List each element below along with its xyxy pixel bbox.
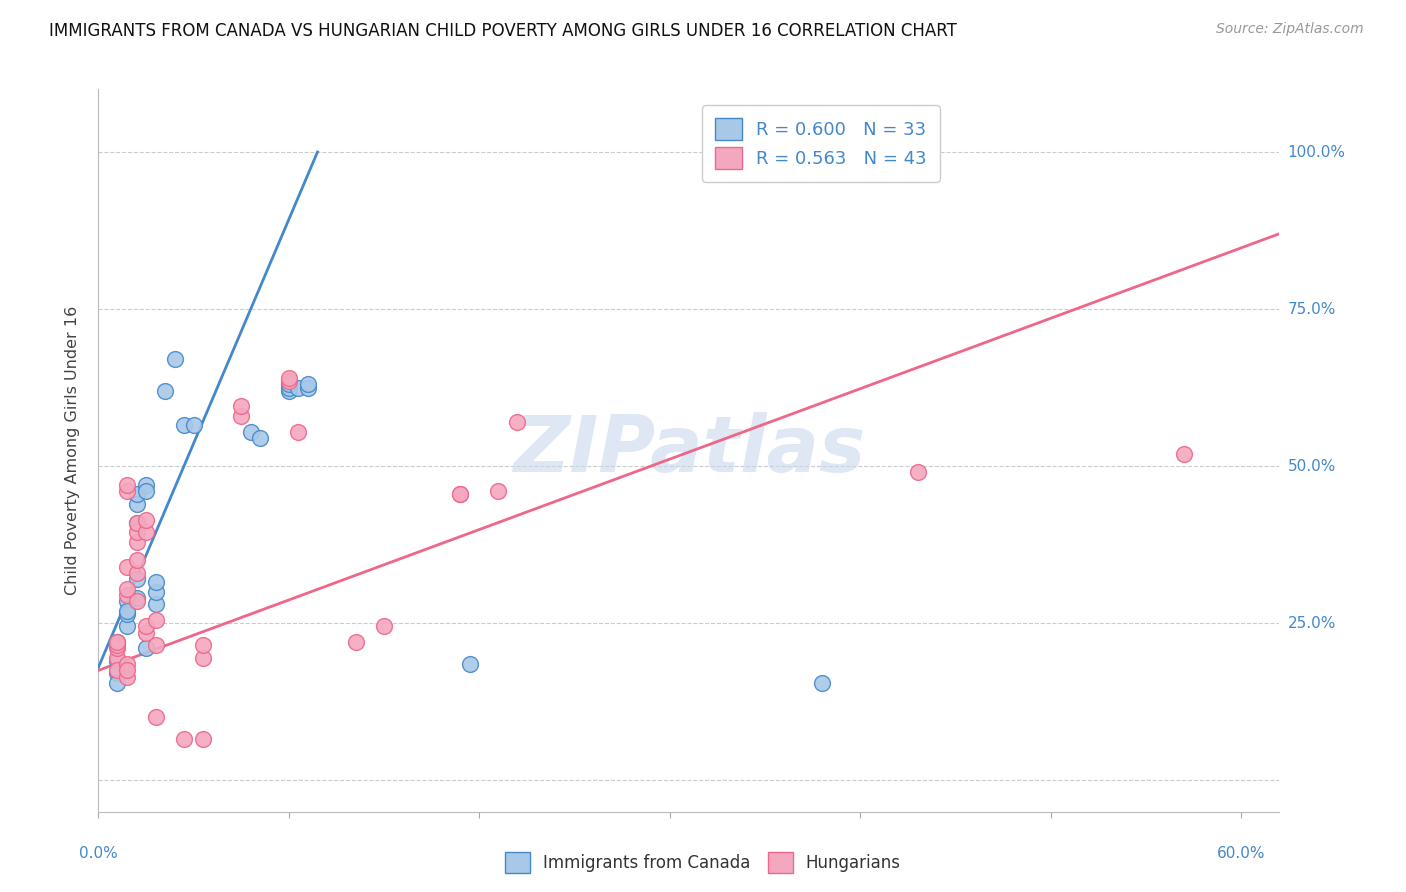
Point bbox=[153, 384, 176, 398]
Point bbox=[449, 487, 471, 501]
Point bbox=[115, 619, 138, 633]
Point bbox=[125, 516, 148, 530]
Legend: Immigrants from Canada, Hungarians: Immigrants from Canada, Hungarians bbox=[499, 846, 907, 880]
Text: Source: ZipAtlas.com: Source: ZipAtlas.com bbox=[1216, 22, 1364, 37]
Point bbox=[297, 377, 319, 392]
Point bbox=[135, 484, 157, 499]
Point bbox=[193, 650, 215, 665]
Point bbox=[183, 418, 205, 433]
Text: 75.0%: 75.0% bbox=[1288, 301, 1336, 317]
Point bbox=[115, 657, 138, 671]
Point bbox=[135, 641, 157, 656]
Point bbox=[287, 425, 309, 439]
Point bbox=[135, 619, 157, 633]
Point bbox=[107, 650, 129, 665]
Point bbox=[107, 654, 129, 668]
Point bbox=[107, 676, 129, 690]
Point bbox=[115, 664, 138, 678]
Point bbox=[231, 409, 253, 423]
Point bbox=[193, 638, 215, 652]
Point bbox=[115, 607, 138, 621]
Point bbox=[1173, 447, 1195, 461]
Point bbox=[277, 384, 299, 398]
Point bbox=[145, 710, 167, 724]
Point bbox=[107, 664, 129, 678]
Point bbox=[239, 425, 262, 439]
Text: 0.0%: 0.0% bbox=[79, 847, 118, 862]
Point bbox=[107, 635, 129, 649]
Point bbox=[287, 381, 309, 395]
Point bbox=[125, 497, 148, 511]
Point bbox=[458, 657, 481, 671]
Text: 100.0%: 100.0% bbox=[1288, 145, 1346, 160]
Point bbox=[277, 377, 299, 392]
Point bbox=[811, 676, 834, 690]
Point bbox=[145, 584, 167, 599]
Point bbox=[506, 415, 529, 429]
Point bbox=[145, 575, 167, 590]
Point bbox=[107, 666, 129, 681]
Point bbox=[277, 381, 299, 395]
Point bbox=[373, 619, 395, 633]
Point bbox=[125, 566, 148, 580]
Point bbox=[135, 625, 157, 640]
Point bbox=[249, 431, 271, 445]
Text: 60.0%: 60.0% bbox=[1218, 847, 1265, 862]
Point bbox=[145, 613, 167, 627]
Point bbox=[145, 638, 167, 652]
Point bbox=[193, 732, 215, 747]
Point bbox=[115, 559, 138, 574]
Point bbox=[125, 591, 148, 606]
Point bbox=[125, 516, 148, 530]
Point bbox=[107, 638, 129, 652]
Point bbox=[449, 487, 471, 501]
Point bbox=[488, 484, 510, 499]
Point bbox=[107, 635, 129, 649]
Y-axis label: Child Poverty Among Girls Under 16: Child Poverty Among Girls Under 16 bbox=[65, 306, 80, 595]
Point bbox=[907, 466, 929, 480]
Point bbox=[163, 352, 186, 367]
Point bbox=[115, 604, 138, 618]
Point bbox=[277, 371, 299, 385]
Point bbox=[145, 598, 167, 612]
Point bbox=[277, 375, 299, 389]
Point bbox=[115, 478, 138, 492]
Text: ZIPatlas: ZIPatlas bbox=[513, 412, 865, 489]
Point bbox=[231, 400, 253, 414]
Point bbox=[135, 512, 157, 526]
Point bbox=[135, 478, 157, 492]
Point bbox=[125, 525, 148, 540]
Point bbox=[135, 525, 157, 540]
Point bbox=[115, 582, 138, 596]
Text: 25.0%: 25.0% bbox=[1288, 615, 1336, 631]
Point bbox=[115, 670, 138, 684]
Point bbox=[125, 534, 148, 549]
Point bbox=[115, 594, 138, 608]
Point bbox=[173, 418, 195, 433]
Point bbox=[173, 732, 195, 747]
Text: 50.0%: 50.0% bbox=[1288, 458, 1336, 474]
Point bbox=[125, 553, 148, 567]
Point bbox=[115, 484, 138, 499]
Legend: R = 0.600   N = 33, R = 0.563   N = 43: R = 0.600 N = 33, R = 0.563 N = 43 bbox=[703, 105, 939, 182]
Point bbox=[125, 487, 148, 501]
Point bbox=[344, 635, 367, 649]
Point bbox=[107, 641, 129, 656]
Point bbox=[125, 572, 148, 586]
Point bbox=[297, 381, 319, 395]
Point bbox=[115, 588, 138, 602]
Point bbox=[125, 594, 148, 608]
Text: IMMIGRANTS FROM CANADA VS HUNGARIAN CHILD POVERTY AMONG GIRLS UNDER 16 CORRELATI: IMMIGRANTS FROM CANADA VS HUNGARIAN CHIL… bbox=[49, 22, 957, 40]
